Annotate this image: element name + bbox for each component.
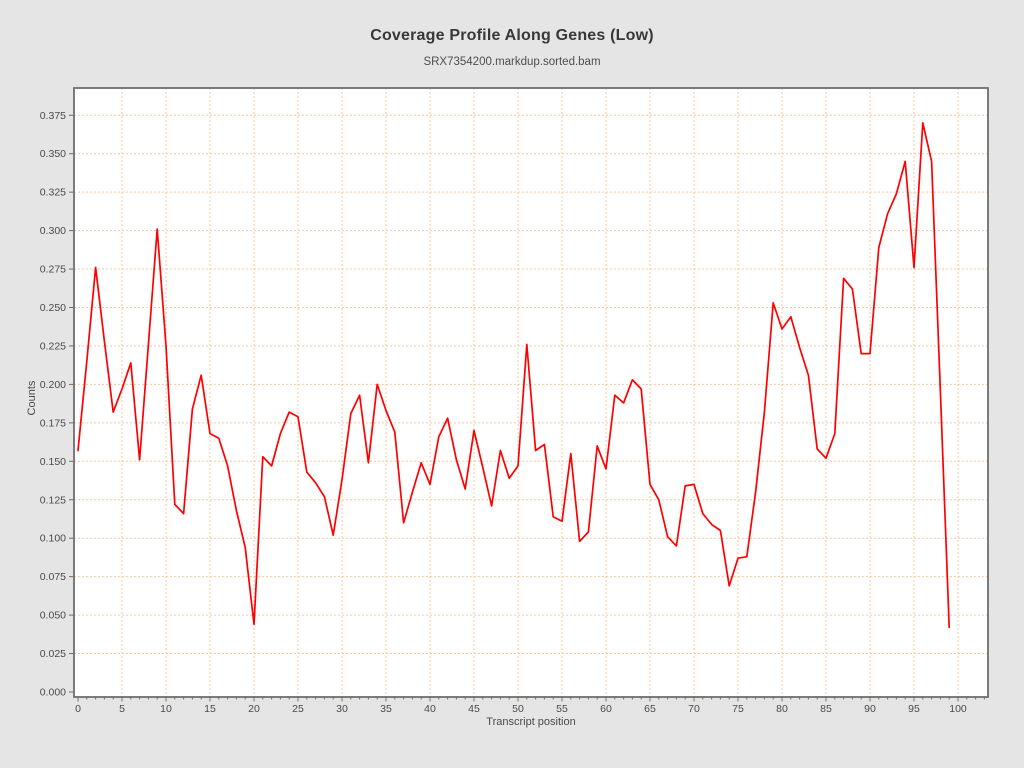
x-tick-label: 85	[820, 703, 832, 715]
x-tick-label: 15	[204, 703, 216, 715]
y-tick-label: 0.275	[40, 264, 66, 276]
y-tick-label: 0.000	[40, 687, 66, 699]
x-tick-label: 45	[468, 703, 480, 715]
x-tick-label: 100	[949, 703, 967, 715]
chart-subtitle: SRX7354200.markdup.sorted.bam	[423, 56, 601, 68]
x-tick-label: 5	[119, 703, 125, 715]
data-line	[77, 122, 951, 629]
y-tick-label: 0.200	[40, 379, 66, 391]
x-axis-label: Transcript position	[486, 716, 576, 728]
x-tick-label: 60	[600, 703, 612, 715]
x-tick-label: 65	[644, 703, 656, 715]
y-tick-label: 0.250	[40, 302, 66, 314]
x-tick-label: 25	[292, 703, 304, 715]
y-tick-label: 0.025	[40, 648, 66, 660]
y-tick-label: 0.175	[40, 417, 66, 429]
x-tick-label: 80	[776, 703, 788, 715]
y-tick-label: 0.150	[40, 456, 66, 468]
y-tick-label: 0.325	[40, 187, 66, 199]
x-tick-label: 40	[424, 703, 436, 715]
x-tick-label: 95	[908, 703, 920, 715]
x-tick-label: 0	[75, 703, 81, 715]
x-tick-label: 90	[864, 703, 876, 715]
y-tick-label: 0.050	[40, 610, 66, 622]
x-tick-label: 10	[160, 703, 172, 715]
y-tick-label: 0.350	[40, 148, 66, 160]
y-tick-label: 0.225	[40, 340, 66, 352]
y-tick-label: 0.375	[40, 110, 66, 122]
x-tick-label: 75	[732, 703, 744, 715]
y-tick-label: 0.125	[40, 494, 66, 506]
y-tick-label: 0.300	[40, 225, 66, 237]
x-tick-label: 30	[336, 703, 348, 715]
plot-border	[73, 87, 989, 698]
x-tick-label: 50	[512, 703, 524, 715]
y-axis-label: Counts	[26, 380, 38, 416]
x-tick-label: 20	[248, 703, 260, 715]
x-tick-label: 70	[688, 703, 700, 715]
y-tick-label: 0.100	[40, 533, 66, 545]
x-tick-label: 35	[380, 703, 392, 715]
x-tick-label: 55	[556, 703, 568, 715]
y-tick-label: 0.075	[40, 571, 66, 583]
chart-title: Coverage Profile Along Genes (Low)	[370, 27, 654, 44]
